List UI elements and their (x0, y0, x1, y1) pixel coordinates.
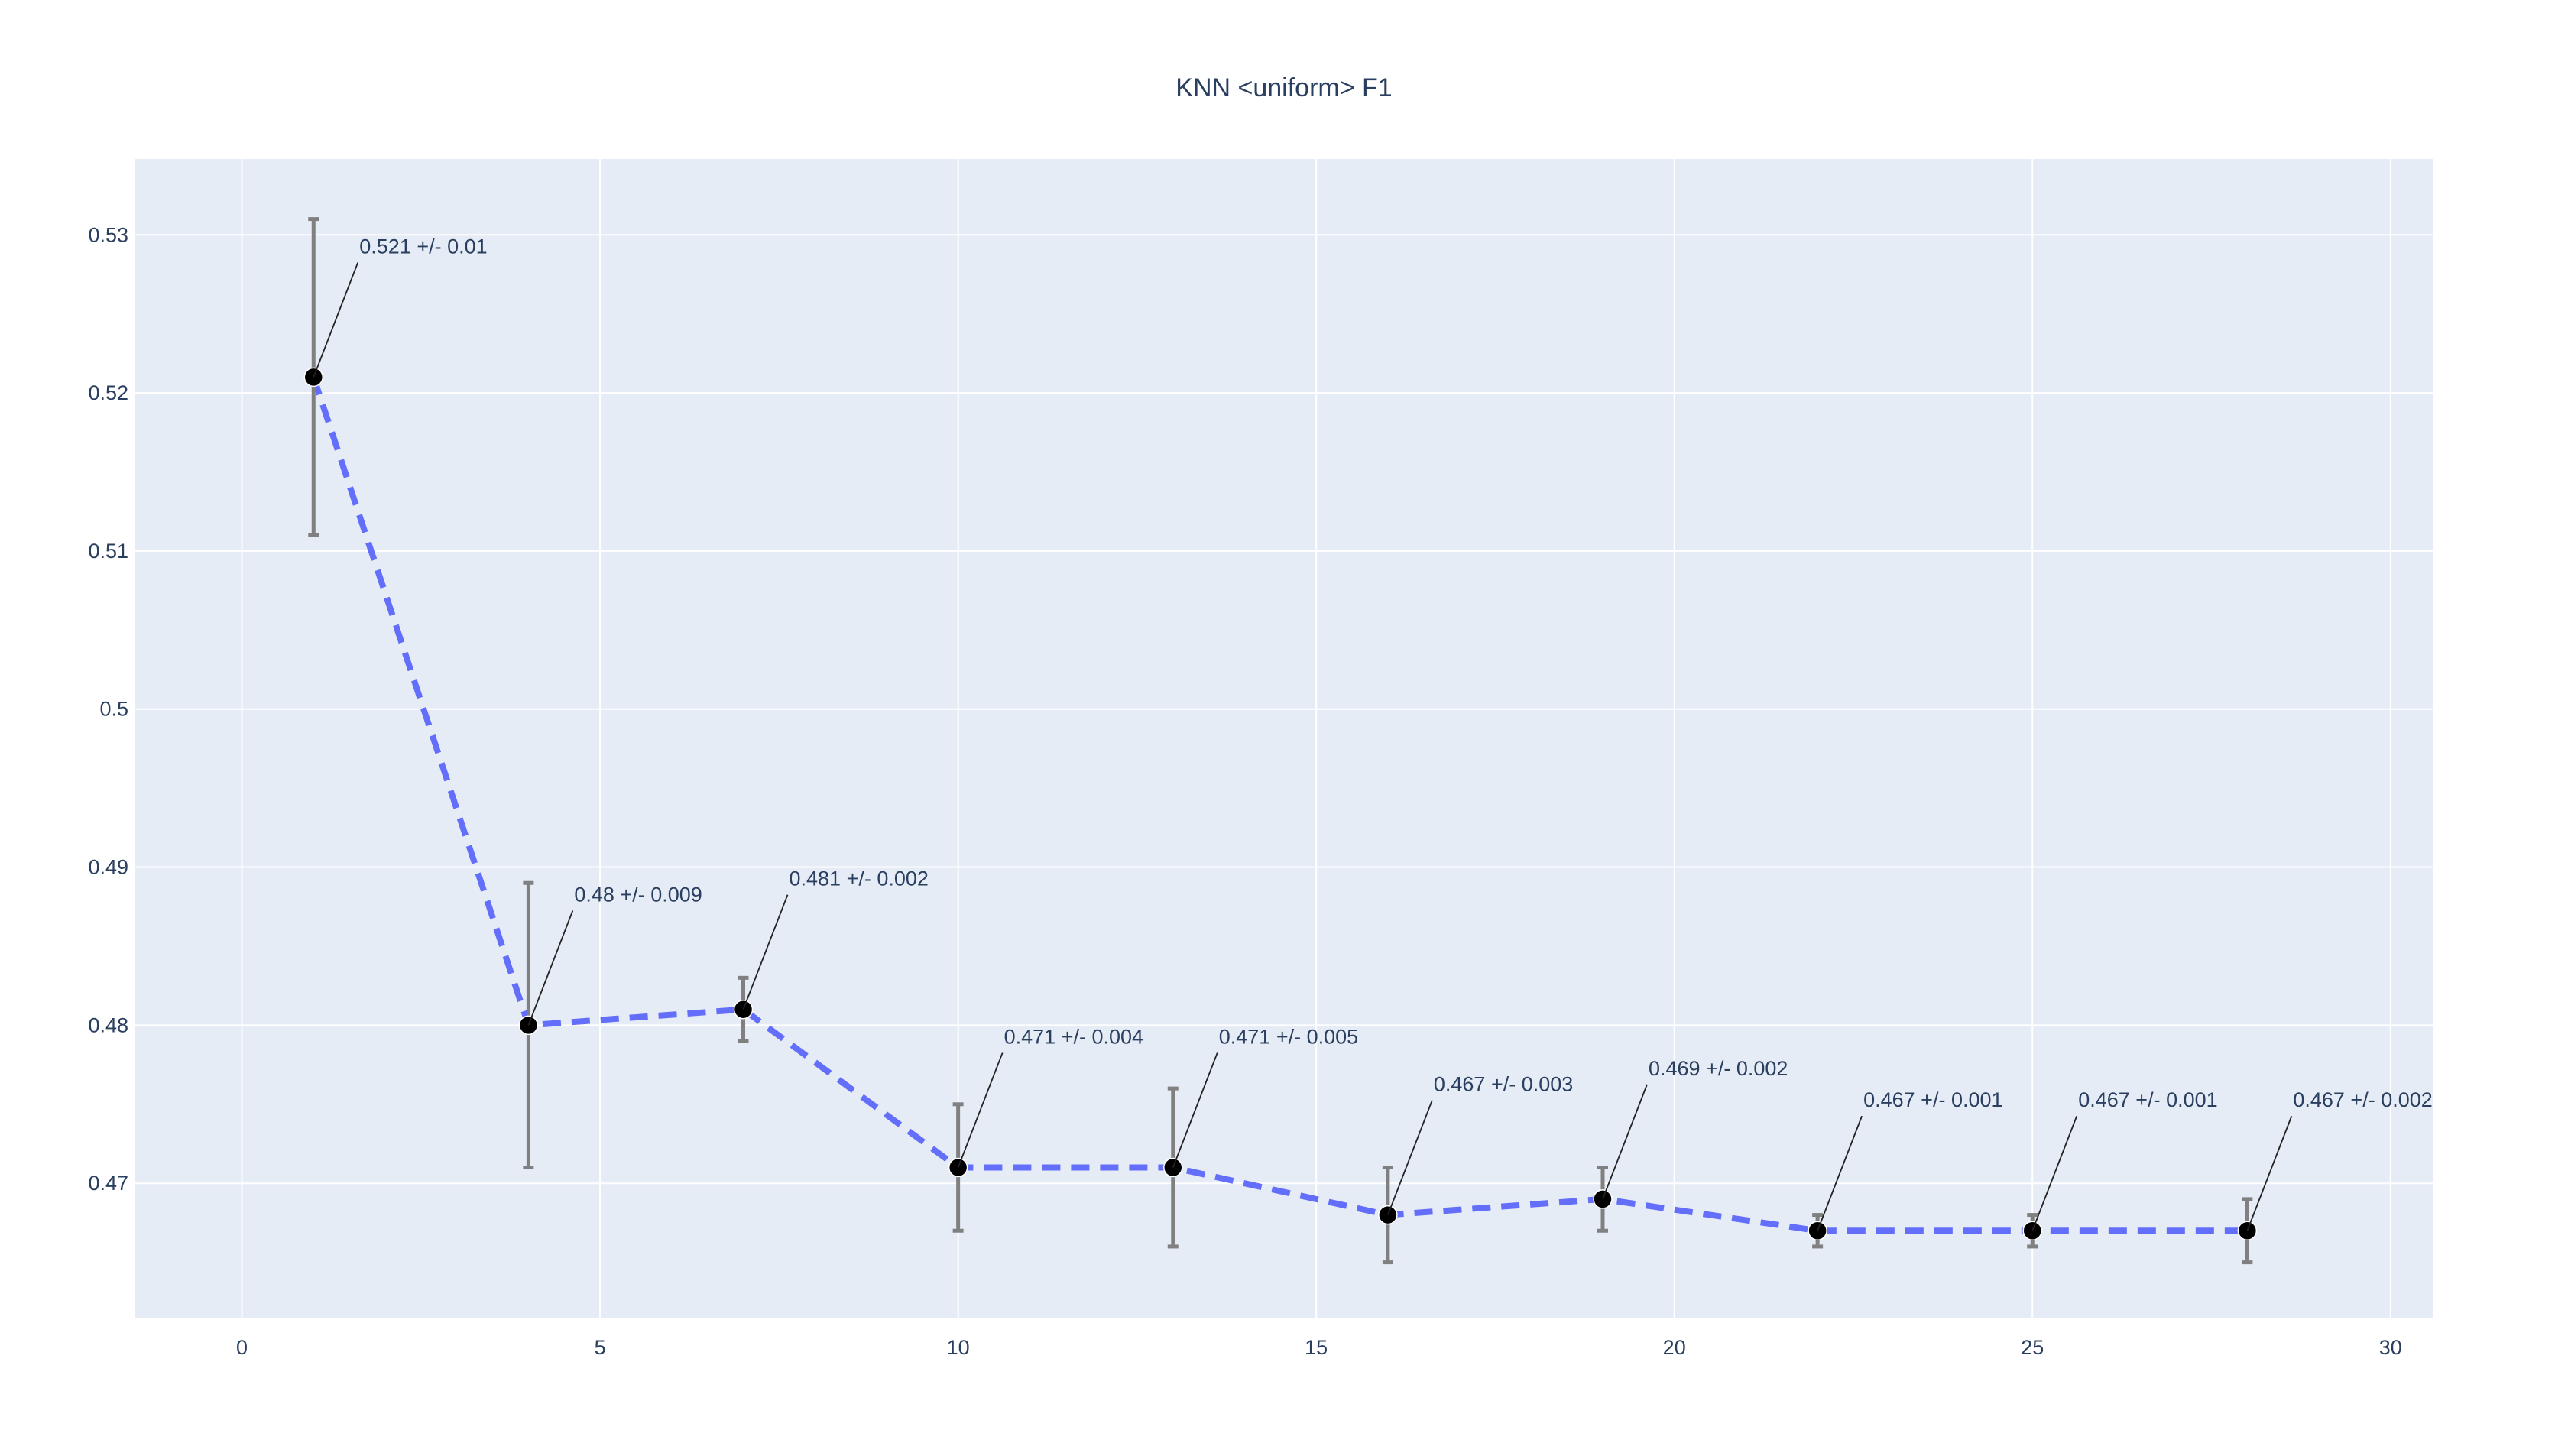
data-label: 0.521 +/- 0.01 (359, 235, 487, 258)
data-label: 0.467 +/- 0.001 (1863, 1088, 2002, 1111)
annotation-arrow (1602, 1084, 1648, 1200)
x-tick-label: 30 (2379, 1336, 2402, 1359)
grid (135, 159, 2433, 1318)
annotation-arrow (1172, 1052, 1218, 1168)
x-tick-label: 10 (947, 1336, 970, 1359)
y-tick-label: 0.53 (88, 223, 128, 246)
x-tick-label: 5 (595, 1336, 606, 1359)
x-tick-label: 0 (236, 1336, 248, 1359)
y-tick-label: 0.48 (88, 1013, 128, 1036)
y-tick-label: 0.5 (99, 698, 128, 721)
axis-ticks: 0 5 10 15 20 25 30 0.47 0.48 0.49 0.5 0.51 0.52 0.53 (88, 223, 2401, 1359)
y-tick-label: 0.49 (88, 856, 128, 879)
data-label: 0.471 +/- 0.004 (1004, 1026, 1143, 1049)
chart-title: KNN <uniform> F1 (1175, 73, 1392, 102)
data-label: 0.469 +/- 0.002 (1649, 1057, 1788, 1080)
annotation-arrow (313, 262, 359, 378)
data-label: 0.481 +/- 0.002 (790, 867, 929, 890)
annotation-arrow (2246, 1115, 2293, 1231)
x-tick-label: 15 (1305, 1336, 1328, 1359)
annotation-arrow (1817, 1115, 1863, 1231)
annotation-arrow (527, 910, 574, 1026)
y-tick-label: 0.52 (88, 381, 128, 404)
series-line (310, 376, 2248, 1234)
x-tick-label: 20 (1663, 1336, 1686, 1359)
data-label: 0.467 +/- 0.002 (2293, 1088, 2432, 1111)
annotation-arrow (2031, 1115, 2078, 1231)
y-tick-label: 0.47 (88, 1172, 128, 1195)
data-label: 0.467 +/- 0.001 (2078, 1088, 2217, 1111)
data-label: 0.471 +/- 0.005 (1219, 1026, 1358, 1049)
data-label: 0.467 +/- 0.003 (1434, 1073, 1573, 1096)
data-label: 0.48 +/- 0.009 (574, 883, 702, 906)
annotation-arrow (742, 894, 789, 1010)
plot-area (135, 159, 2433, 1318)
annotations: 0.521 +/- 0.01 0.48 +/- 0.009 0.481 +/- 0.… (313, 235, 2433, 1231)
annotation-arrow (957, 1052, 1004, 1168)
y-tick-label: 0.51 (88, 540, 128, 563)
x-tick-label: 25 (2021, 1336, 2044, 1359)
annotation-arrow (1387, 1100, 1433, 1215)
